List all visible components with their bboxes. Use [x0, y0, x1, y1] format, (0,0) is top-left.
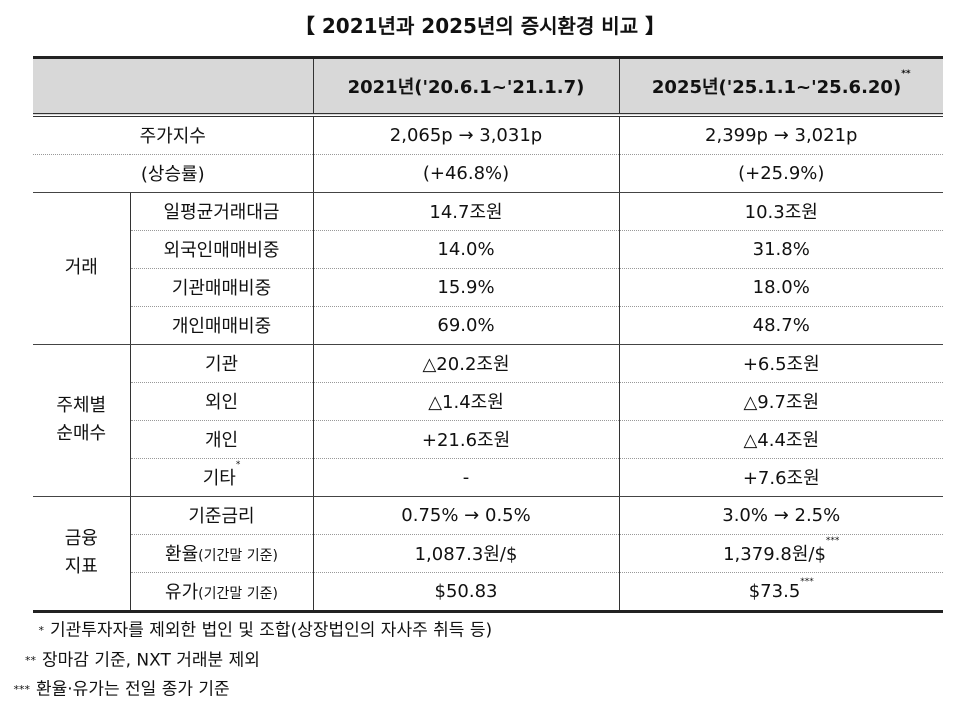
footnotes: * 기관투자자를 제외한 법인 및 조합(상장법인의 자사주 취득 등) ** 장마… [0, 616, 493, 705]
cell-2021: 1,087.3원/$ [313, 534, 620, 573]
footnote: * 기관투자자를 제외한 법인 및 조합(상장법인의 자사주 취득 등) [0, 616, 493, 646]
cell-2025: 1,379.8원/$*** [619, 534, 943, 573]
footnote: *** 환율·유가는 전일 종가 기준 [0, 675, 492, 705]
header-2025: 2025년('25.1.1~'25.6.20)** [619, 56, 943, 117]
table-row: 거래 일평균거래대금 14.7조원 10.3조원 [33, 192, 943, 345]
footnote-text: 기관투자자를 제외한 법인 및 조합(상장법인의 자사주 취득 등) [50, 620, 493, 641]
row-label: 기관 [130, 344, 314, 383]
table-row: 개인매매비중 69.0% 48.7% [33, 306, 943, 345]
table-row: 금융 지표 기준금리 0.75% → 0.5% 3.0% → 2.5% [33, 496, 943, 613]
cell-2021: △20.2조원 [313, 344, 620, 383]
cell-2021: $50.83 [313, 572, 620, 613]
cell-2025: +6.5조원 [619, 344, 943, 383]
group-label-finance: 금융 지표 [33, 496, 131, 613]
cell-2021: △1.4조원 [313, 382, 620, 421]
header-2025-label: 2025년('25.1.1~'25.6.20) [651, 76, 902, 98]
row-label: 환율(기간말 기준) [130, 534, 314, 573]
cell-2025: △4.4조원 [619, 420, 943, 459]
row-label-text: 유가 [165, 582, 199, 603]
cell-2025: (+25.9%) [619, 154, 943, 193]
cell-2025: 3.0% → 2.5% [619, 496, 943, 535]
row-label: 주가지수 [33, 114, 314, 155]
cell-2021: 69.0% [313, 306, 620, 345]
row-label: (상승률) [33, 154, 314, 193]
cell-2025: +7.6조원 [619, 458, 943, 497]
group-label-line: 지표 [64, 556, 98, 577]
row-label: 일평균거래대금 [130, 192, 314, 231]
footnote-mark: ** [25, 653, 36, 667]
cell-value: 1,379.8원/$ [723, 544, 826, 565]
row-label: 기타* [130, 458, 314, 497]
table-row: 주체별 순매수 기관 △20.2조원 +6.5조원 [33, 344, 943, 497]
row-sublabel: (기간말 기준) [198, 586, 278, 602]
group-label-trading: 거래 [33, 192, 131, 345]
comparison-table: 2021년('20.6.1~'21.1.7) 2025년('25.1.1~'25… [33, 56, 943, 613]
group-label-netbuy: 주체별 순매수 [33, 344, 131, 497]
row-label: 유가(기간말 기준) [130, 572, 314, 613]
row-sublabel: (기간말 기준) [198, 548, 278, 564]
footnote-mark: * [38, 624, 45, 637]
group-label-line: 주체별 [56, 395, 107, 417]
cell-2021: 14.7조원 [313, 192, 620, 231]
footnote-mark: *** [825, 536, 840, 546]
header-row: 2021년('20.6.1~'21.1.7) 2025년('25.1.1~'25… [33, 56, 943, 117]
cell-2021: 15.9% [313, 268, 620, 307]
table-row: 기관매매비중 15.9% 18.0% [33, 268, 943, 307]
cell-2025: 2,399p → 3,021p [619, 114, 943, 155]
group-label-line: 순매수 [56, 423, 107, 444]
table-row: 환율(기간말 기준) 1,087.3원/$ 1,379.8원/$*** [33, 534, 943, 573]
cell-2021: - [313, 458, 620, 497]
table-row: 유가(기간말 기준) $50.83 $73.5*** [33, 572, 943, 613]
cell-2021: 14.0% [313, 230, 620, 269]
cell-2021: 2,065p → 3,031p [313, 114, 620, 155]
cell-2021: (+46.8%) [313, 154, 620, 193]
header-blank [33, 56, 314, 117]
cell-2025: 10.3조원 [619, 192, 943, 231]
table-row: 개인 +21.6조원 △4.4조원 [33, 420, 943, 459]
cell-2025: △9.7조원 [619, 382, 943, 421]
cell-2025: $73.5*** [619, 572, 943, 613]
header-2021-label: 2021년('20.6.1~'21.1.7) [347, 76, 585, 98]
cell-value: $73.5 [748, 580, 801, 602]
table-row: 기타* - +7.6조원 [33, 458, 943, 497]
footnote: ** 장마감 기준, NXT 거래분 제외 [0, 646, 492, 676]
table-row: 외국인매매비중 14.0% 31.8% [33, 230, 943, 269]
footnote-mark: *** [800, 576, 814, 587]
row-label: 기관매매비중 [130, 268, 314, 307]
page-title: 【 2021년과 2025년의 증시환경 비교 】 [294, 14, 666, 38]
header-2021: 2021년('20.6.1~'21.1.7) [313, 56, 620, 117]
row-label: 기준금리 [130, 496, 314, 535]
cell-2025: 48.7% [619, 306, 943, 345]
row-label: 개인매매비중 [130, 306, 314, 345]
footnote-mark: * [235, 460, 241, 470]
table-row-rise: (상승률) (+46.8%) (+25.9%) [33, 154, 943, 193]
row-label: 외국인매매비중 [130, 230, 314, 269]
group-label-line: 금융 [64, 528, 98, 550]
table-row: 외인 △1.4조원 △9.7조원 [33, 382, 943, 421]
cell-2025: 18.0% [619, 268, 943, 307]
row-label: 외인 [130, 382, 314, 421]
footnote-text: 환율·유가는 전일 종가 기준 [36, 679, 230, 700]
row-label-text: 환율 [165, 544, 199, 565]
footnote-text: 장마감 기준, NXT 거래분 제외 [42, 650, 260, 670]
row-label-text: 기타 [202, 468, 236, 489]
cell-2021: 0.75% → 0.5% [313, 496, 620, 535]
cell-2021: +21.6조원 [313, 420, 620, 459]
table-row-index: 주가지수 2,065p → 3,031p 2,399p → 3,021p [33, 114, 943, 155]
row-label: 개인 [130, 420, 314, 459]
footnote-mark: *** [13, 683, 31, 696]
cell-2025: 31.8% [619, 230, 943, 269]
footnote-mark: ** [901, 68, 911, 79]
